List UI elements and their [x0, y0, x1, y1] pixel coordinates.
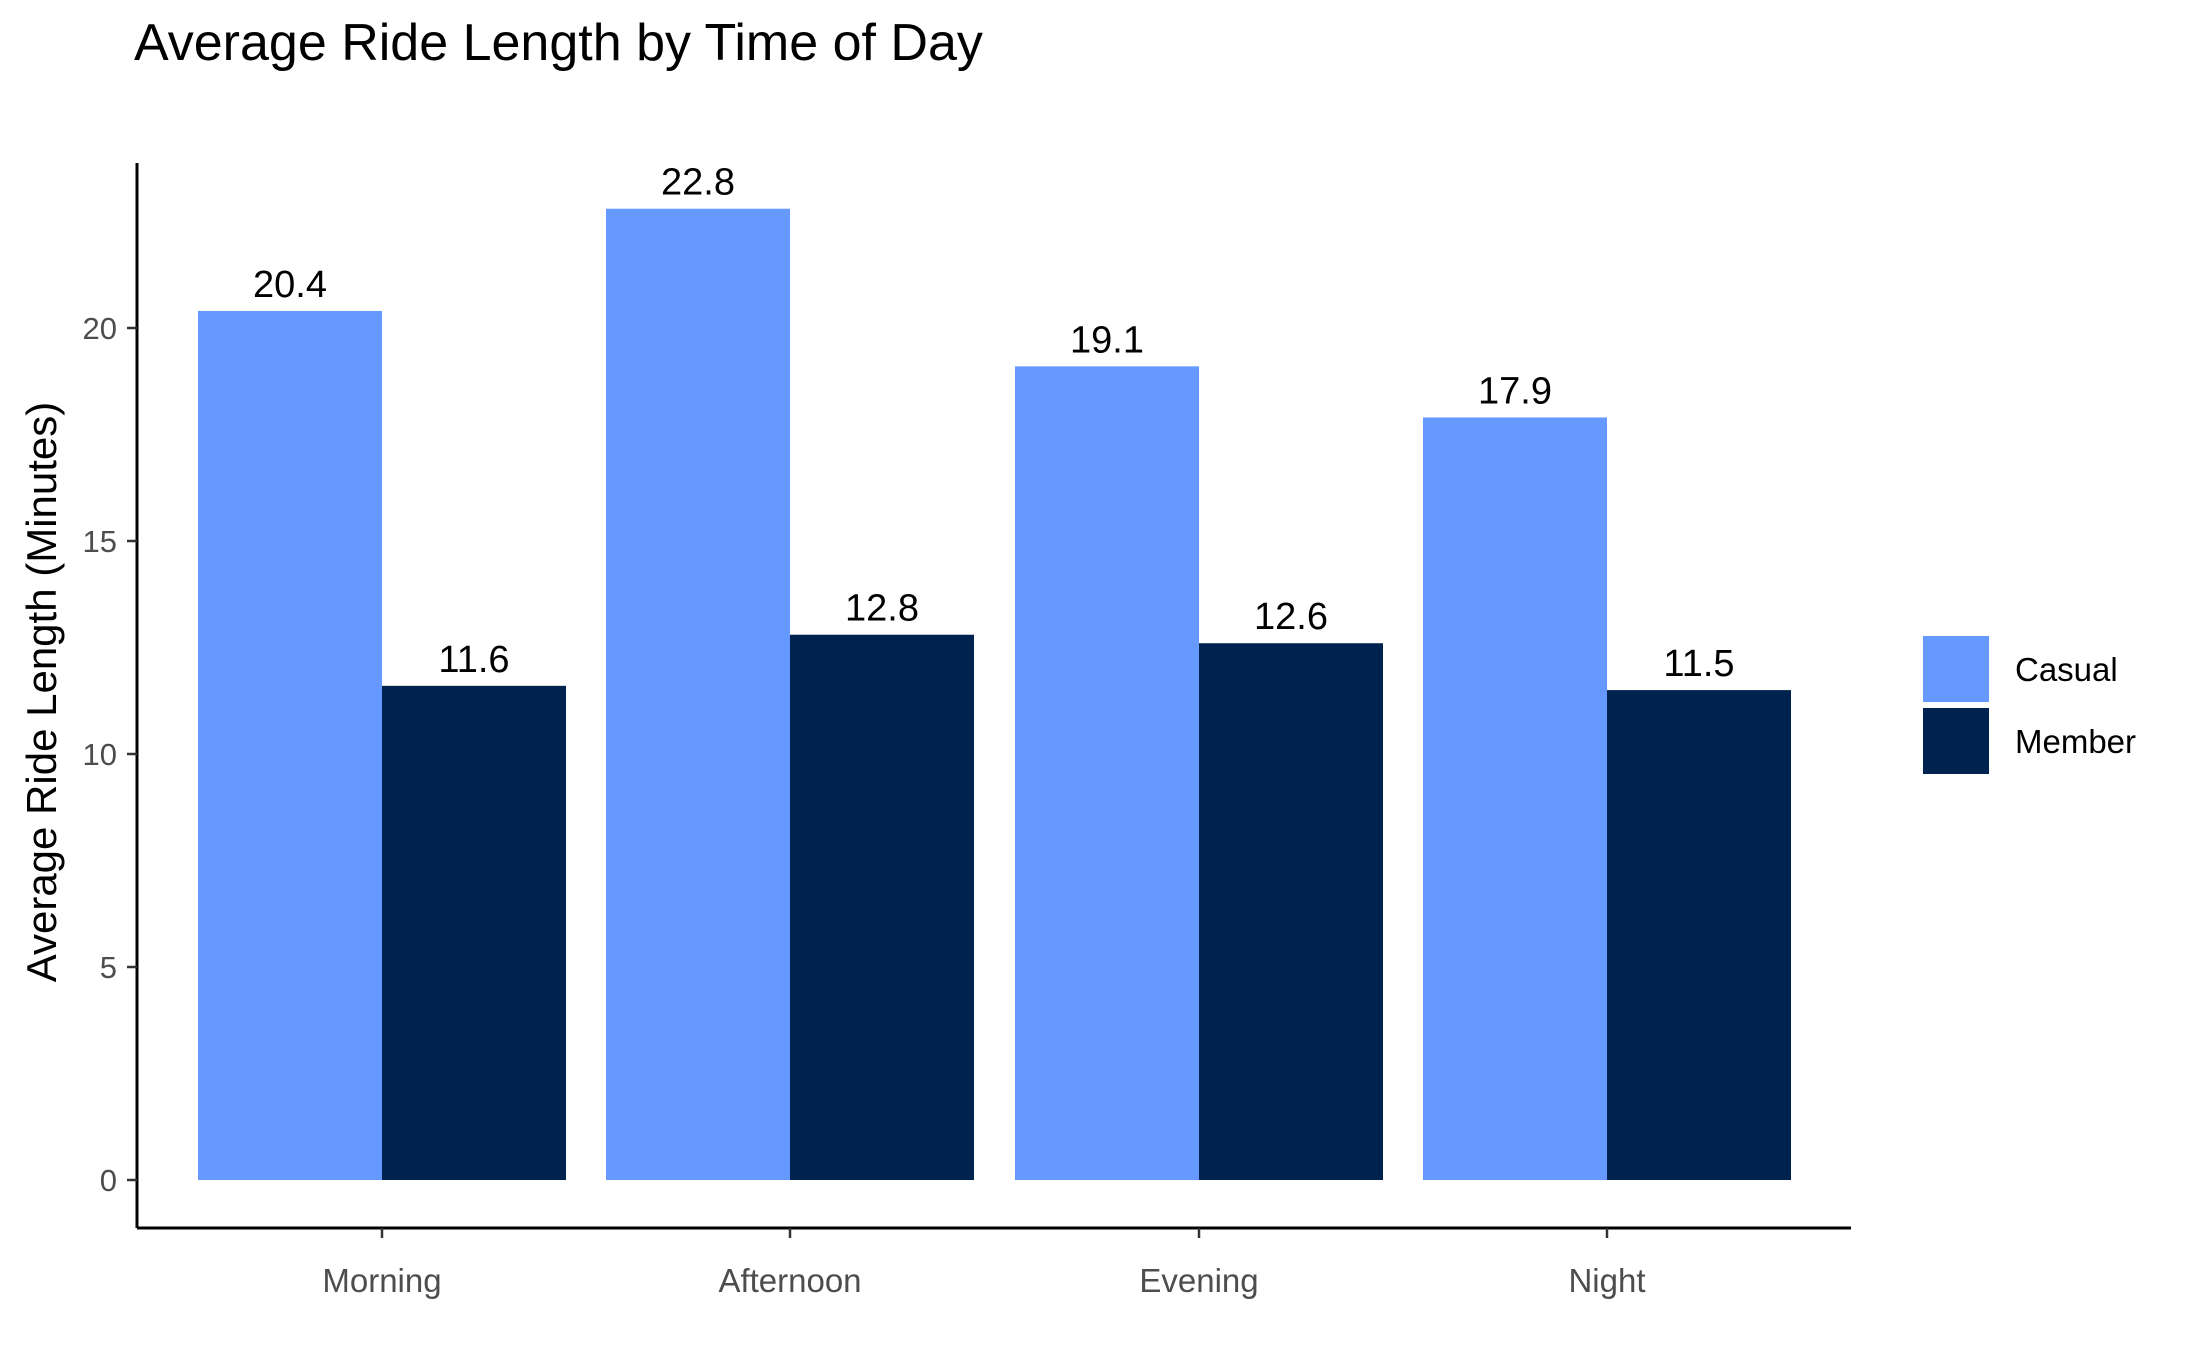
bar-value-label: 12.6 — [1254, 596, 1328, 638]
bar-member-morning — [382, 685, 566, 1180]
legend-label-casual: Casual — [2015, 651, 2118, 688]
bar-value-label: 19.1 — [1070, 319, 1144, 361]
x-tick-label: Night — [1568, 1262, 1645, 1299]
y-tick-label: 15 — [83, 524, 117, 559]
chart-title: Average Ride Length by Time of Day — [134, 14, 983, 72]
bar-value-labels: 20.4 11.6 22.8 12.8 19.1 12.6 17.9 11.5 — [253, 162, 1735, 685]
bar-value-label: 17.9 — [1478, 370, 1552, 412]
x-tick-label: Evening — [1139, 1262, 1258, 1299]
y-tick-label: 0 — [100, 1163, 117, 1198]
bars-group — [198, 208, 1791, 1181]
bar-value-label: 12.8 — [845, 588, 919, 630]
bar-casual-night — [1423, 417, 1607, 1181]
y-axis: 0 5 10 15 20 — [83, 163, 139, 1228]
bar-casual-evening — [1015, 366, 1199, 1181]
bar-value-label: 20.4 — [253, 264, 327, 306]
y-axis-label: Average Ride Length (Minutes) — [18, 402, 65, 983]
bar-casual-morning — [198, 310, 382, 1181]
legend-label-member: Member — [2015, 723, 2136, 760]
x-tick-label: Morning — [322, 1262, 441, 1299]
y-tick-label: 10 — [83, 737, 117, 772]
bar-member-evening — [1199, 643, 1383, 1180]
legend-key-member — [1923, 708, 1989, 774]
bar-member-afternoon — [790, 634, 974, 1180]
legend-key-casual — [1923, 636, 1989, 702]
bar-value-label: 11.6 — [438, 639, 509, 681]
bar-value-label: 22.8 — [661, 162, 735, 204]
legend: Casual Member — [1923, 636, 2136, 774]
y-tick-label: 5 — [100, 950, 117, 985]
bar-casual-afternoon — [606, 208, 790, 1181]
x-tick-label: Afternoon — [718, 1262, 861, 1299]
y-tick-label: 20 — [83, 311, 117, 346]
x-axis: Morning Afternoon Evening Night — [137, 1226, 1851, 1299]
bar-member-night — [1607, 690, 1791, 1180]
bar-value-label: 11.5 — [1663, 643, 1734, 685]
